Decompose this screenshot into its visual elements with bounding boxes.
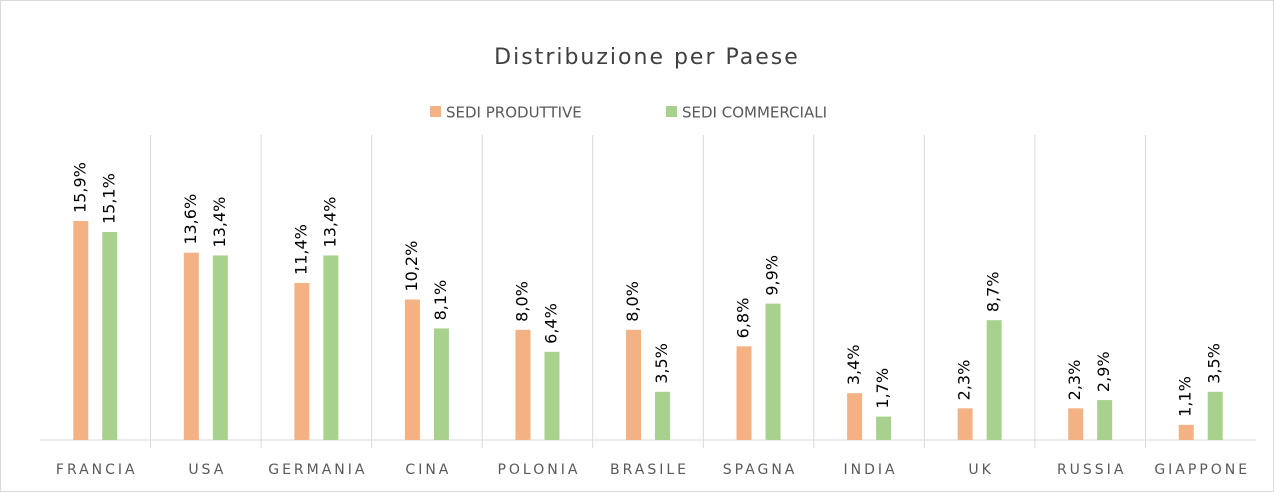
data-label: 8,0%: [623, 281, 642, 322]
x-tick-label: GIAPPONE: [1154, 462, 1250, 478]
data-label: 1,1%: [1176, 376, 1195, 417]
x-tick-label: USA: [188, 462, 226, 478]
x-tick-label: FRANCIA: [56, 462, 138, 478]
data-label: 10,2%: [402, 241, 421, 292]
bar: [1097, 400, 1113, 440]
data-label: 2,3%: [955, 360, 974, 401]
bar: [404, 299, 420, 440]
data-label: 6,8%: [734, 298, 753, 339]
data-label: 13,6%: [181, 194, 200, 245]
bar: [544, 351, 560, 440]
data-label: 15,9%: [70, 162, 89, 213]
bar: [102, 232, 118, 440]
bar: [212, 255, 228, 440]
bar: [847, 393, 863, 440]
x-tick-label: GERMANIA: [268, 462, 367, 478]
bar: [515, 329, 531, 440]
legend-label: SEDI COMMERCIALI: [682, 104, 827, 122]
chart-title: Distribuzione per Paese: [494, 45, 800, 70]
legend-swatch: [666, 106, 677, 117]
data-label: 8,7%: [984, 272, 1003, 313]
x-tick-label: RUSSIA: [1057, 462, 1126, 478]
bar: [626, 329, 641, 440]
data-label: 9,9%: [763, 255, 782, 296]
data-label: 3,5%: [1205, 343, 1224, 384]
legend-swatch: [430, 106, 441, 117]
data-label: 3,5%: [652, 343, 671, 384]
bar: [433, 328, 449, 440]
data-label: 15,1%: [99, 173, 118, 224]
bar: [73, 221, 89, 440]
bar: [1068, 408, 1084, 440]
data-label: 6,4%: [541, 303, 560, 344]
data-label: 8,0%: [512, 281, 531, 322]
data-label: 13,4%: [320, 197, 339, 248]
x-tick-label: INDIA: [844, 462, 898, 478]
x-tick-label: UK: [968, 462, 993, 478]
x-tick-label: POLONIA: [497, 462, 580, 478]
x-tick-label: CINA: [405, 462, 451, 478]
x-tick-label: BRASILE: [610, 462, 689, 478]
bar: [765, 303, 781, 440]
bar: [294, 282, 310, 440]
bar: [1178, 424, 1194, 440]
bar: [736, 346, 752, 440]
bar: [876, 416, 892, 440]
data-label: 8,1%: [431, 280, 450, 321]
bar: [986, 320, 1002, 440]
x-tick-label: SPAGNA: [723, 462, 798, 478]
data-label: 2,9%: [1094, 351, 1113, 392]
data-label: 11,4%: [291, 224, 310, 275]
legend-label: SEDI PRODUTTIVE: [446, 104, 582, 122]
data-label: 13,4%: [210, 197, 229, 248]
data-label: 3,4%: [844, 345, 863, 386]
bar: [957, 408, 973, 440]
data-label: 1,7%: [873, 368, 892, 409]
bar: [183, 252, 199, 440]
bar: [655, 391, 670, 440]
bar: [1207, 391, 1223, 440]
data-label: 2,3%: [1065, 360, 1084, 401]
bar: [323, 255, 339, 440]
